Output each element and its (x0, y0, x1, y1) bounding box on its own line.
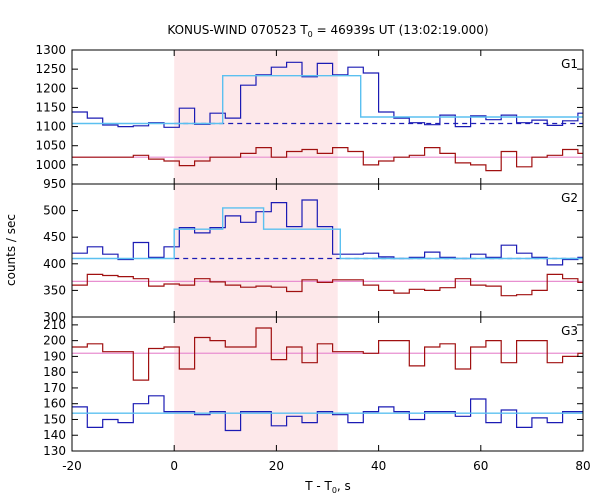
x-tick-label: 0 (170, 459, 178, 473)
chart-title: KONUS-WIND 070523 T0 = 46939s UT (13:02:… (167, 23, 488, 39)
plot-area: 9501000105011001150120012501300G13003504… (35, 43, 590, 473)
x-tick-label: 60 (473, 459, 488, 473)
x-axis-label-rest: , s (337, 479, 351, 493)
y-tick-label: 500 (43, 204, 66, 218)
chart-title-subscript: 0 (308, 30, 313, 39)
panel-label-g1: G1 (561, 57, 578, 71)
x-axis-label-main: T - T (304, 479, 332, 493)
panel-g1-red-series (72, 147, 583, 172)
y-tick-label: 1300 (35, 43, 66, 57)
y-tick-label: 1050 (35, 139, 66, 153)
y-tick-label: 190 (43, 349, 66, 363)
chart-title-main: KONUS-WIND 070523 T (167, 23, 308, 37)
chart-title-rest: = 46939s UT (13:02:19.000) (313, 23, 489, 37)
x-tick-label: 40 (371, 459, 386, 473)
x-tick-label: -20 (62, 459, 82, 473)
y-axis-label: counts / sec (4, 214, 18, 286)
y-tick-label: 1250 (35, 62, 66, 76)
panel-g1-fit-curve (72, 75, 583, 125)
y-tick-label: 130 (43, 444, 66, 458)
y-tick-label: 350 (43, 283, 66, 297)
burst-interval-highlight (174, 50, 338, 451)
x-tick-label: 80 (575, 459, 590, 473)
y-tick-label: 210 (43, 318, 66, 332)
y-tick-label: 140 (43, 428, 66, 442)
y-tick-label: 1200 (35, 81, 66, 95)
y-tick-label: 200 (43, 334, 66, 348)
panel-g2-blue-series (72, 199, 583, 266)
x-tick-label: 20 (269, 459, 284, 473)
y-tick-label: 180 (43, 365, 66, 379)
y-tick-label: 160 (43, 397, 66, 411)
x-axis-label: T - T0, s (304, 479, 351, 495)
y-tick-label: 950 (43, 177, 66, 191)
panel-g1: 950 1000 1050 1100 1150 1200 1250 1300 G1 (35, 43, 584, 191)
y-tick-label: 150 (43, 412, 66, 426)
y-tick-label: 450 (43, 230, 66, 244)
panel-g2: 300 350 400 450 500 G2 (43, 183, 584, 324)
y-tick-label: 1150 (35, 100, 66, 114)
panel-label-g2: G2 (561, 191, 578, 205)
panel-g3-red-series (72, 327, 583, 381)
y-tick-label: 1100 (35, 120, 66, 134)
y-tick-label: 1000 (35, 158, 66, 172)
panel-g3-frame (71, 316, 584, 452)
panel-g2-red-series (72, 273, 583, 297)
y-tick-label: 400 (43, 257, 66, 271)
x-axis-label-subscript: 0 (332, 486, 337, 495)
y-tick-label: 170 (43, 381, 66, 395)
y-tick-label: 300 (43, 310, 66, 324)
panel-label-g3: G3 (561, 324, 578, 338)
panel-g2-fit-curve (72, 207, 583, 260)
